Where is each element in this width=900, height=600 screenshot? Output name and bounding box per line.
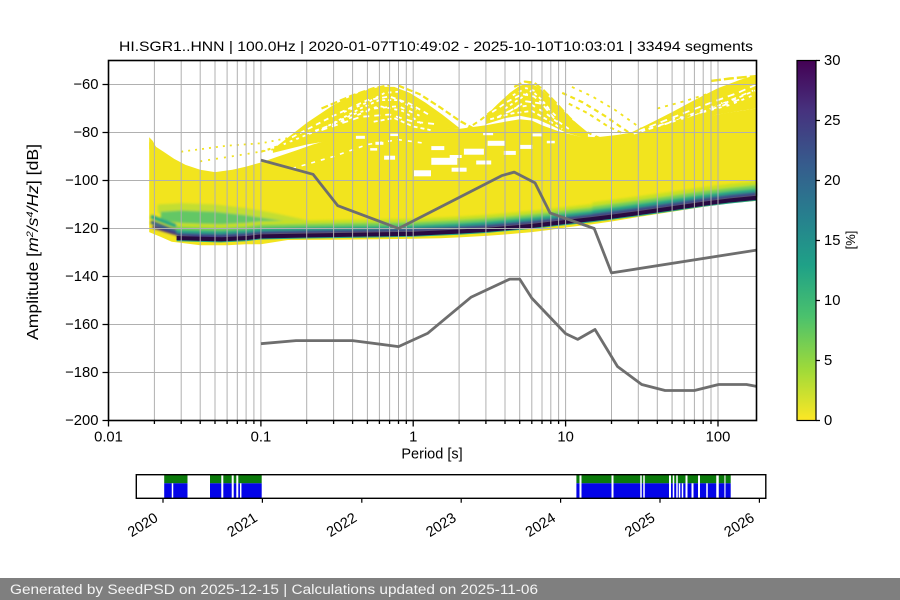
svg-text:2022: 2022 [324, 510, 360, 541]
svg-text:HI.SGR1..HNN | 100.0Hz | 2020-: HI.SGR1..HNN | 100.0Hz | 2020-01-07T10:4… [119, 38, 753, 54]
svg-text:0.1: 0.1 [251, 430, 272, 446]
svg-text:10: 10 [557, 430, 573, 446]
svg-text:2021: 2021 [225, 510, 261, 541]
svg-text:−140: −140 [65, 269, 98, 285]
svg-text:−80: −80 [73, 125, 98, 141]
svg-text:100: 100 [706, 430, 731, 446]
svg-text:2020: 2020 [125, 510, 161, 541]
svg-text:Period [s]: Period [s] [401, 447, 462, 463]
svg-text:20: 20 [824, 173, 840, 189]
svg-text:−60: −60 [73, 77, 98, 93]
svg-text:1: 1 [409, 430, 417, 446]
svg-text:[%]: [%] [843, 231, 858, 250]
svg-text:−100: −100 [65, 173, 98, 189]
svg-text:Generated by SeedPSD on 2025-1: Generated by SeedPSD on 2025-12-15 | Cal… [10, 582, 538, 597]
svg-text:−160: −160 [65, 317, 98, 333]
svg-text:−180: −180 [65, 365, 98, 381]
svg-text:5: 5 [824, 353, 832, 369]
svg-text:25: 25 [824, 113, 840, 129]
svg-text:15: 15 [824, 233, 840, 249]
svg-text:−200: −200 [65, 413, 98, 429]
svg-text:2024: 2024 [523, 510, 559, 541]
svg-text:2023: 2023 [423, 510, 459, 541]
svg-text:−120: −120 [65, 221, 98, 237]
svg-text:2025: 2025 [622, 510, 658, 541]
svg-text:0.01: 0.01 [94, 430, 123, 446]
svg-text:2026: 2026 [722, 510, 758, 541]
svg-text:30: 30 [824, 53, 840, 69]
svg-text:Amplitude [m2/s4/Hz] [dB]: Amplitude [m2/s4/Hz] [dB] [25, 144, 43, 340]
svg-text:0: 0 [824, 413, 832, 429]
svg-text:10: 10 [824, 293, 840, 309]
